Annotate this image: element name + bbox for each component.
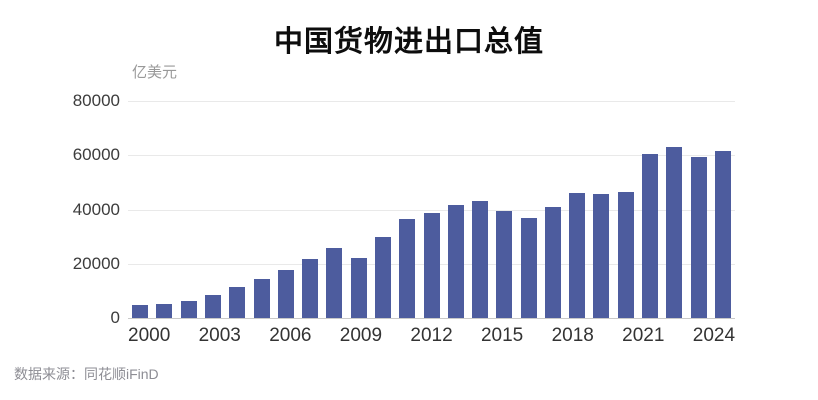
y-axis-unit-label: 亿美元 xyxy=(132,64,178,81)
bar-2016 xyxy=(520,218,537,318)
x-axis-tick-label xyxy=(453,325,467,347)
x-axis-tick-label: 2024 xyxy=(692,325,736,346)
bar-2004 xyxy=(229,286,246,318)
x-axis-tick-label xyxy=(382,325,396,347)
x-axis-tick-label: 2012 xyxy=(410,325,453,346)
y-axis-tick-label: 40000 xyxy=(72,199,120,219)
bar-2005 xyxy=(253,279,270,318)
bar-slot xyxy=(152,101,176,318)
x-axis-tick-label xyxy=(326,325,340,347)
plot-area xyxy=(128,101,735,319)
x-axis-tick-label xyxy=(537,325,551,347)
x-axis-tick-label xyxy=(523,325,537,347)
bar-2024 xyxy=(714,150,731,318)
x-axis-tick-label xyxy=(679,325,693,347)
x-axis-tick-label: 2009 xyxy=(339,325,383,346)
bar-2019 xyxy=(593,193,610,318)
bar-slot xyxy=(444,101,468,318)
bar-2008 xyxy=(326,248,343,318)
bar-slot xyxy=(274,101,298,318)
bar-slot xyxy=(662,101,686,318)
x-axis: 2000 2003 2006 2009 2012 2015 2018 2021 2024 xyxy=(128,325,735,347)
x-axis-tick-label: 2015 xyxy=(480,325,524,346)
bar-slot xyxy=(347,101,371,318)
x-axis-tick-label: 2018 xyxy=(551,325,594,346)
bar-series xyxy=(128,101,735,318)
bar-2000 xyxy=(132,305,149,318)
x-axis-tick-label xyxy=(594,325,608,347)
y-axis-tick-label: 80000 xyxy=(72,91,120,110)
bar-2023 xyxy=(690,156,707,318)
gridline xyxy=(128,155,735,157)
bar-slot xyxy=(565,101,589,318)
x-axis-tick-label xyxy=(664,325,678,347)
bar-slot xyxy=(395,101,419,318)
bar-slot xyxy=(177,101,201,318)
bar-slot xyxy=(201,101,225,318)
bar-2007 xyxy=(302,258,319,318)
bar-slot xyxy=(541,101,565,318)
bar-slot xyxy=(517,101,541,318)
bar-slot xyxy=(589,101,613,318)
bar-2006 xyxy=(277,270,294,318)
bar-2012 xyxy=(423,213,440,318)
bar-2020 xyxy=(617,191,634,318)
bar-slot xyxy=(225,101,249,318)
y-axis-tick-label: 60000 xyxy=(72,145,120,165)
source-caption: 数据来源：同花顺iFinD xyxy=(14,366,159,382)
chart-title: 中国货物进出口总值 xyxy=(273,26,544,58)
bar-slot xyxy=(128,101,152,318)
x-axis-tick-label: 2006 xyxy=(269,325,312,346)
bar-2011 xyxy=(399,219,416,318)
bar-slot xyxy=(371,101,395,318)
x-axis-tick-label xyxy=(311,325,325,347)
gridline xyxy=(128,209,735,211)
bar-2014 xyxy=(472,201,489,318)
bar-2017 xyxy=(544,206,561,318)
x-axis-tick-label xyxy=(241,325,255,347)
bar-slot xyxy=(686,101,710,318)
bar-2001 xyxy=(156,304,173,318)
bar-slot xyxy=(249,101,273,318)
x-axis-tick-label xyxy=(170,325,184,347)
bar-slot xyxy=(492,101,516,318)
x-axis-tick-label xyxy=(396,325,410,347)
bar-slot xyxy=(298,101,322,318)
x-axis-tick-label xyxy=(467,325,481,347)
bar-2015 xyxy=(496,210,513,318)
y-axis-tick-label: 0 xyxy=(110,308,120,327)
bar-slot xyxy=(419,101,443,318)
bar-2009 xyxy=(350,258,367,318)
bar-2003 xyxy=(204,294,221,318)
x-axis-tick-label xyxy=(255,325,269,347)
x-axis-tick-label: 2021 xyxy=(622,325,665,346)
x-axis-tick-label: 2003 xyxy=(198,325,241,346)
x-axis-tick-label xyxy=(608,325,622,347)
bar-2022 xyxy=(666,146,683,318)
bar-2013 xyxy=(447,205,464,318)
bar-slot xyxy=(614,101,638,318)
bar-2002 xyxy=(180,301,197,318)
bar-2021 xyxy=(642,153,659,318)
bar-slot xyxy=(638,101,662,318)
x-axis-tick-label: 2000 xyxy=(128,325,171,346)
bar-2018 xyxy=(569,192,586,318)
bar-slot xyxy=(468,101,492,318)
gridline xyxy=(128,101,735,102)
bar-slot xyxy=(711,101,735,318)
bar-2010 xyxy=(374,237,391,318)
x-axis-tick-label xyxy=(184,325,198,347)
bar-slot xyxy=(322,101,346,318)
y-axis-tick-label: 20000 xyxy=(72,253,120,273)
